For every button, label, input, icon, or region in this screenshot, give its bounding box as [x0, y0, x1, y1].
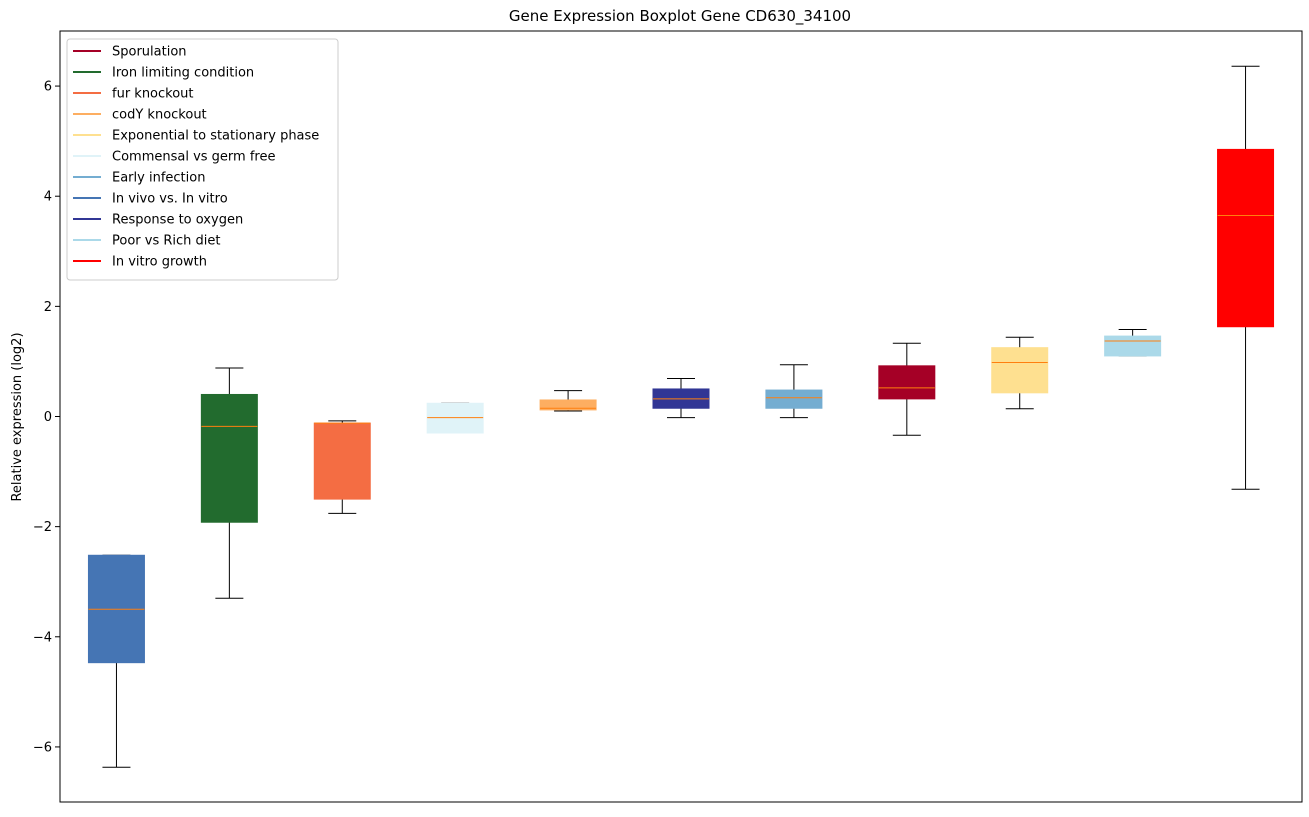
legend-label: Sporulation	[112, 45, 187, 60]
y-tick-label: −4	[33, 630, 52, 645]
y-tick-label: 6	[44, 80, 52, 95]
legend-label: In vitro growth	[112, 255, 207, 270]
box-iron-limiting-condition	[200, 393, 258, 523]
box-early-infection	[765, 389, 823, 409]
y-tick-label: 0	[44, 410, 52, 425]
legend-label: Response to oxygen	[112, 213, 243, 228]
box-fur-knockout	[313, 422, 371, 500]
legend-label: Early infection	[112, 171, 205, 186]
legend-label: fur knockout	[112, 87, 194, 102]
legend-label: Poor vs Rich diet	[112, 234, 220, 249]
box-cody-knockout	[539, 399, 597, 411]
legend-label: Iron limiting condition	[112, 66, 254, 81]
box-commensal-vs-germ-free	[426, 402, 484, 434]
box-in-vitro-growth	[1217, 148, 1275, 328]
y-axis-label: Relative expression (log2)	[10, 332, 25, 501]
plot-area: −6 −4 −2 0 2 4 6 Sporulation Iron limiting condi…	[33, 30, 1303, 803]
legend-label: Exponential to stationary phase	[112, 129, 319, 144]
y-tick-label: −2	[33, 520, 52, 535]
legend-label: codY knockout	[112, 108, 207, 123]
y-tick-label: 4	[44, 190, 52, 205]
box-exponential-to-stationary-phase	[991, 347, 1049, 394]
box-poor-vs-rich-diet	[1104, 335, 1162, 357]
chart-title: Gene Expression Boxplot Gene CD630_34100	[509, 7, 851, 26]
y-tick-label: −6	[33, 740, 52, 755]
y-tick-label: 2	[44, 300, 52, 315]
legend-label: Commensal vs germ free	[112, 150, 275, 165]
legend-label: In vivo vs. In vitro	[112, 192, 228, 207]
legend-box	[66, 38, 339, 281]
box-sporulation	[878, 365, 936, 400]
